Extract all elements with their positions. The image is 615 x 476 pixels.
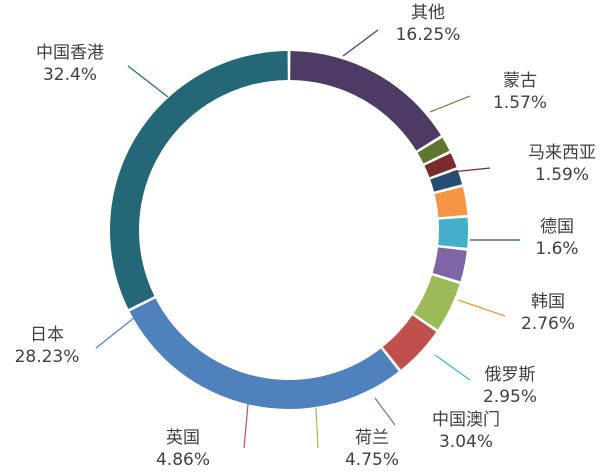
donut-slice — [438, 217, 468, 248]
slice-value-label: 16.25% — [396, 25, 461, 45]
slice-value-label: 3.04% — [439, 432, 493, 452]
slice-value-label: 32.4% — [43, 65, 97, 85]
slice-label: 其他 — [411, 3, 445, 23]
leader-line — [434, 354, 471, 381]
slice-value-label: 1.59% — [535, 165, 589, 185]
donut-slices — [110, 51, 468, 409]
leader-line — [315, 407, 319, 449]
leader-lines — [95, 29, 520, 449]
slice-label: 中国澳门 — [432, 410, 500, 430]
slice-value-label: 2.76% — [521, 314, 575, 334]
leader-line — [243, 403, 249, 449]
donut-slice — [424, 153, 457, 178]
slice-value-label: 4.86% — [156, 450, 210, 470]
slice-label: 蒙古 — [503, 71, 537, 91]
slice-value-label: 1.6% — [535, 239, 578, 259]
slice-label: 俄罗斯 — [485, 365, 536, 385]
leader-line — [95, 317, 135, 349]
slice-value-label: 2.95% — [483, 387, 537, 407]
leader-line — [127, 65, 169, 98]
leader-line — [451, 167, 491, 173]
slice-label: 德国 — [540, 217, 574, 237]
slice-value-label: 28.23% — [15, 347, 80, 367]
donut-slice — [430, 169, 463, 192]
donut-slice — [434, 186, 468, 218]
leader-line — [457, 299, 506, 317]
slice-label: 韩国 — [531, 292, 565, 312]
leader-line — [429, 95, 471, 113]
slice-value-label: 4.75% — [345, 450, 399, 470]
leader-line — [342, 29, 379, 57]
donut-slice — [432, 247, 467, 282]
slice-label: 英国 — [166, 428, 200, 448]
slice-value-label: 1.57% — [493, 93, 547, 113]
slice-label: 日本 — [30, 325, 64, 345]
donut-slice — [413, 275, 460, 330]
donut-slice — [382, 315, 437, 370]
leader-line — [374, 397, 396, 426]
donut-slice — [417, 137, 450, 164]
donut-slice — [110, 51, 288, 309]
donut-slice — [290, 51, 441, 151]
slice-label: 荷兰 — [355, 428, 389, 448]
slice-label: 中国香港 — [36, 43, 104, 63]
donut-slice — [129, 298, 399, 409]
slice-label: 马来西亚 — [528, 143, 596, 163]
